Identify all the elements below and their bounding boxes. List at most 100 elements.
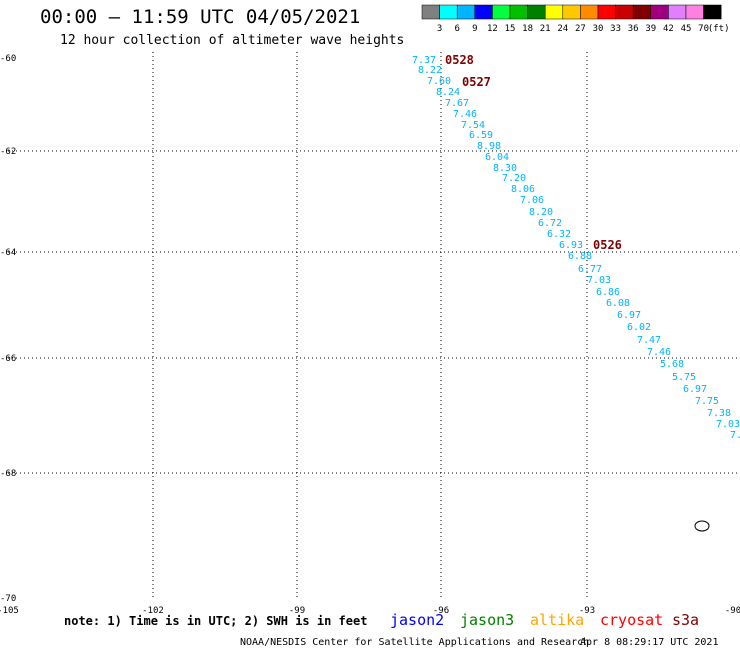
wave-height-value: 6.08: [606, 298, 630, 309]
wave-height-value: 7.38: [707, 408, 731, 419]
longitude-label: -90: [725, 606, 740, 616]
legend-label: 12: [487, 24, 498, 34]
wave-height-value: 7.46: [453, 109, 477, 120]
wave-height-value: 6.77: [578, 264, 602, 275]
legend-label: 9: [472, 24, 477, 34]
legend-label: 27: [575, 24, 586, 34]
wave-height-value: 7.60: [427, 76, 451, 87]
wave-height-value: 8.20: [529, 207, 553, 218]
wave-height-value: 8.30: [493, 163, 517, 174]
wave-height-value: 6.97: [683, 384, 707, 395]
legend-label: 45: [681, 24, 692, 34]
pass-time-label: 0526: [593, 238, 622, 252]
legend-swatch: [650, 4, 669, 20]
footer-timestamp: Apr 8 08:29:17 UTC 2021: [580, 637, 718, 648]
legend-swatch: [474, 4, 493, 20]
legend-swatch: [703, 4, 722, 20]
map-grid: -60 -62 -64 -66 -68 -70 -105 -102 -99 -96 -93 -90: [0, 52, 740, 616]
wave-height-value: 8.06: [511, 184, 535, 195]
satellite-legend-s3a: s3a: [672, 611, 699, 629]
legend-label: 33: [610, 24, 621, 34]
latitude-label: -68: [0, 469, 16, 479]
wave-height-value: 6.97: [617, 310, 641, 321]
legend-label: 21: [540, 24, 551, 34]
satellite-legend-jason3: jason3: [460, 611, 514, 629]
island-outline: [694, 520, 710, 532]
satellite-track: 7.378.227.608.247.677.467.546.598.986.04…: [412, 53, 740, 441]
latitude-label: -70: [0, 594, 16, 604]
legend-label: 30: [593, 24, 604, 34]
legend-swatch: [597, 4, 616, 20]
legend-swatch: [544, 4, 564, 20]
latitude-label: -60: [0, 54, 16, 64]
page-title: 00:00 – 11:59 UTC 04/05/2021: [40, 6, 361, 28]
wave-height-value: 7.47: [637, 335, 661, 346]
legend-swatch: [562, 4, 581, 20]
wave-height-value: 7.03: [716, 419, 740, 430]
satellite-legend-jason2: jason2: [390, 611, 444, 629]
longitude-label: -93: [579, 606, 595, 616]
footer-note: note: 1) Time is in UTC; 2) SWH is in fe…: [64, 614, 367, 628]
wave-height-value: 6.86: [596, 287, 620, 298]
legend-swatch: [685, 4, 704, 20]
legend-swatch: [492, 4, 511, 20]
footer: note: 1) Time is in UTC; 2) SWH is in fe…: [64, 611, 718, 648]
wave-height-value: 7.20: [502, 173, 526, 184]
color-legend: 3 6 9 12 15 18 21 24 27 30 33 36 39 42 45 70(ft): [421, 4, 730, 34]
legend-label: 18: [522, 24, 533, 34]
wave-height-value: 7.03: [587, 275, 611, 286]
legend-swatch: [509, 4, 528, 20]
pass-time-label: 0527: [462, 75, 491, 89]
wave-height-value: 8.24: [436, 87, 460, 98]
wave-height-value: 6.88: [568, 251, 592, 262]
longitude-label: -96: [433, 606, 449, 616]
longitude-label: -99: [289, 606, 305, 616]
wave-height-value: 6.04: [485, 152, 509, 163]
wave-height-value: 6.72: [538, 218, 562, 229]
legend-swatch: [615, 4, 634, 20]
satellite-legend-altika: altika: [530, 611, 584, 629]
page-subtitle: 12 hour collection of altimeter wave hei…: [60, 33, 405, 48]
wave-height-value: 7.46: [647, 347, 671, 358]
wave-height-value: 5.75: [672, 372, 696, 383]
legend-swatch: [527, 4, 546, 20]
legend-label: 6: [454, 24, 459, 34]
latitude-label: -66: [0, 354, 16, 364]
wave-height-value: 6.59: [469, 130, 493, 141]
legend-unit: (ft): [708, 24, 730, 34]
wave-height-value: 5.68: [660, 359, 684, 370]
wave-height-value: 6.02: [627, 322, 651, 333]
wave-height-value: 7.67: [445, 98, 469, 109]
satellite-legend-cryosat: cryosat: [600, 611, 663, 629]
coastline: [694, 520, 710, 532]
legend-swatch: [456, 4, 476, 20]
legend-swatch: [668, 4, 687, 20]
wave-height-value: 7.75: [695, 396, 719, 407]
longitude-label: -102: [142, 606, 164, 616]
wave-height-value: 8.98: [477, 141, 501, 152]
wave-height-value: 7.06: [520, 195, 544, 206]
legend-label: 70: [698, 24, 709, 34]
wave-height-value: 7.: [730, 430, 740, 441]
wave-height-value: 7.54: [461, 120, 485, 131]
legend-swatch: [439, 4, 458, 20]
wave-height-value: 7.37: [412, 55, 436, 66]
legend-swatch: [421, 4, 440, 20]
legend-label: 42: [663, 24, 674, 34]
legend-swatch: [580, 4, 599, 20]
wave-height-value: 8.22: [418, 65, 442, 76]
legend-label: 24: [557, 24, 568, 34]
wave-height-value: 6.32: [547, 229, 571, 240]
legend-label: 3: [437, 24, 442, 34]
legend-label: 39: [645, 24, 656, 34]
latitude-label: -62: [0, 147, 16, 157]
legend-label: 36: [628, 24, 639, 34]
legend-label: 15: [505, 24, 516, 34]
legend-swatch: [632, 4, 652, 20]
pass-time-label: 0528: [445, 53, 474, 67]
latitude-label: -64: [0, 248, 16, 258]
longitude-label: -105: [0, 606, 19, 616]
footer-credit: NOAA/NESDIS Center for Satellite Applica…: [240, 637, 589, 648]
